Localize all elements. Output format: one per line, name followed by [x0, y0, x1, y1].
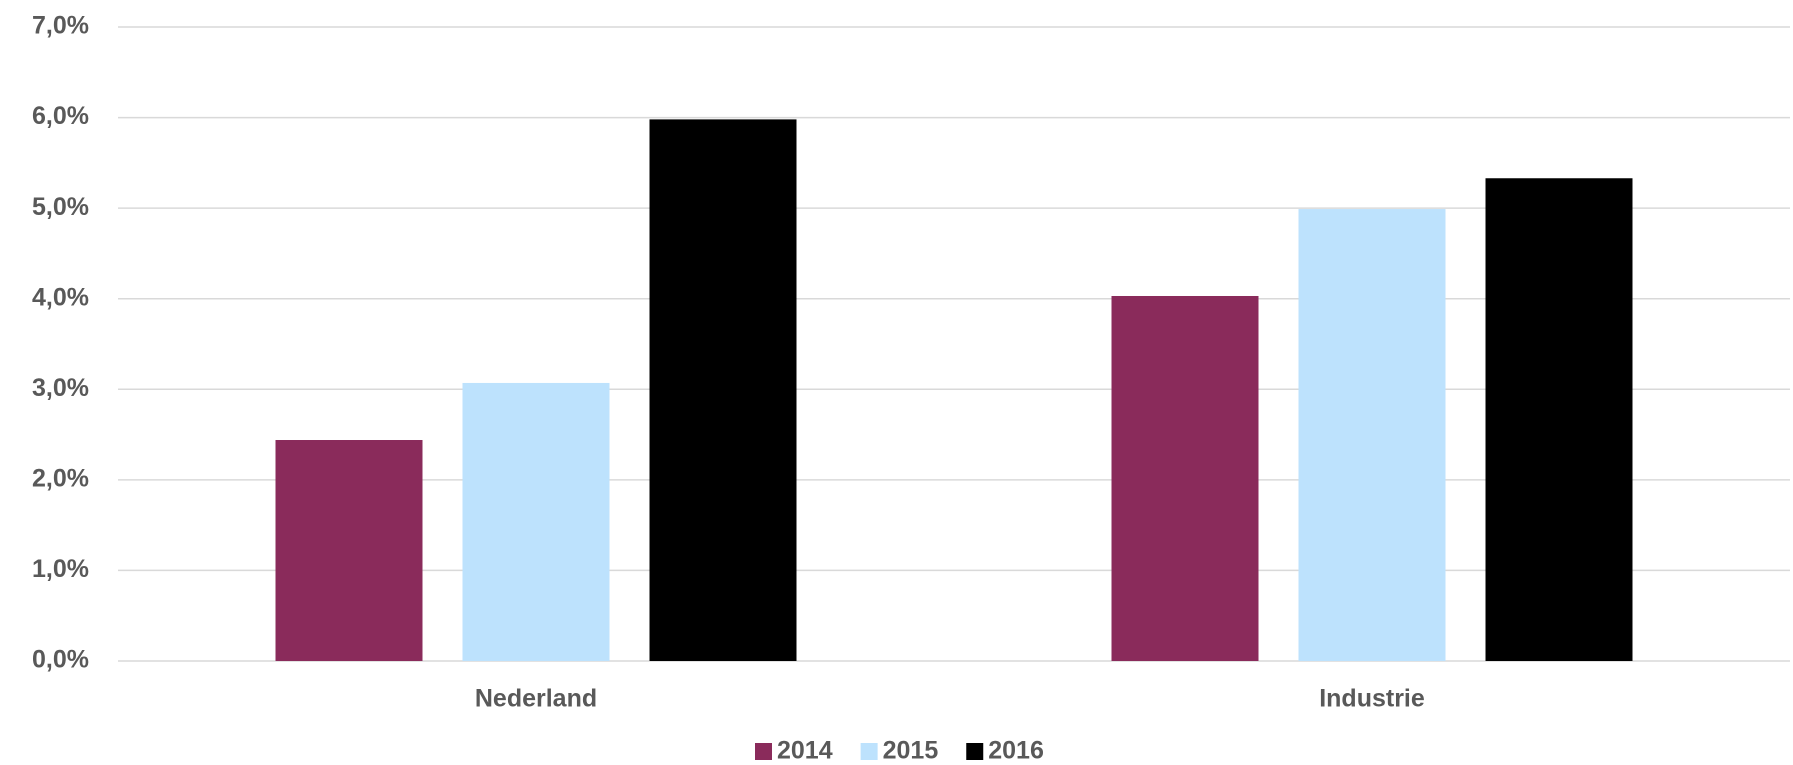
bar — [275, 440, 423, 661]
x-tick-label: Nederland — [475, 685, 597, 713]
y-tick-label: 6,0% — [32, 102, 89, 130]
y-tick-label: 0,0% — [32, 646, 89, 674]
x-tick-label: Industrie — [1319, 685, 1425, 713]
legend-swatch — [755, 743, 772, 760]
legend-label: 2015 — [883, 737, 939, 765]
legend-swatch — [860, 743, 878, 760]
bar — [649, 119, 797, 661]
bar — [1111, 295, 1259, 661]
y-tick-label: 7,0% — [32, 12, 89, 40]
y-tick-label: 5,0% — [32, 193, 89, 221]
y-tick-label: 1,0% — [32, 555, 89, 583]
legend-swatch — [966, 743, 984, 760]
legend-label: 2016 — [988, 737, 1044, 765]
bar — [1298, 209, 1446, 661]
bar — [1485, 178, 1633, 662]
y-tick-label: 4,0% — [32, 283, 89, 311]
y-tick-label: 3,0% — [32, 374, 89, 402]
y-tick-label: 2,0% — [32, 464, 89, 492]
legend-label: 2014 — [777, 737, 833, 765]
bar — [462, 382, 610, 661]
